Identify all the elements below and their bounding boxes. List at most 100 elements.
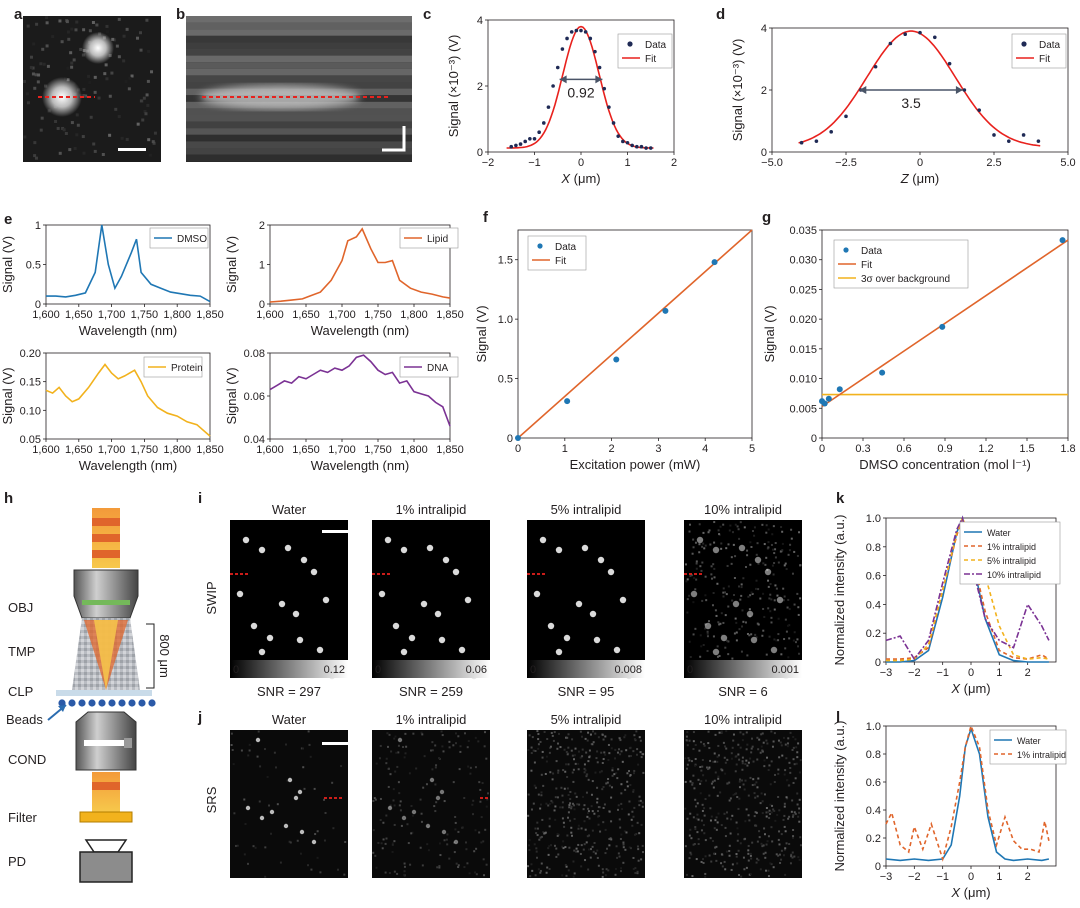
noise-pixel	[588, 756, 591, 759]
noise-pixel	[791, 851, 794, 854]
noise-pixel	[143, 110, 147, 114]
data-point	[903, 32, 907, 36]
y-tick-label: 0	[875, 657, 881, 669]
noise-pixel	[610, 786, 613, 789]
noise-pixel	[529, 875, 532, 878]
x-tick-label: 1,850	[436, 444, 464, 456]
noise-pixel	[588, 749, 591, 752]
noise-pixel	[45, 44, 49, 48]
noise-pixel	[583, 804, 586, 807]
noise-pixel	[768, 597, 771, 600]
noise-pixel	[700, 569, 703, 572]
colorbar	[372, 660, 490, 678]
noise-pixel	[570, 834, 573, 837]
data-point	[662, 307, 669, 314]
srs-column-title: 10% intralipid	[704, 712, 782, 727]
y-tick-label: 0.020	[789, 314, 817, 326]
noise-pixel	[728, 844, 731, 847]
noise-pixel	[592, 730, 595, 733]
noise-pixel	[736, 862, 739, 865]
noise-pixel	[442, 750, 445, 753]
noise-pixel	[622, 861, 625, 864]
panel-b-image	[186, 16, 412, 162]
noise-pixel	[713, 541, 716, 544]
noise-pixel	[642, 771, 645, 774]
y-tick-label: 0.030	[789, 255, 817, 267]
noise-pixel	[713, 576, 716, 579]
noise-pixel	[755, 579, 758, 582]
x-tick-label: 2	[671, 157, 677, 169]
noise-pixel	[792, 836, 795, 839]
bead-spot	[401, 815, 407, 821]
noise-pixel	[583, 763, 586, 766]
noise-pixel	[704, 855, 707, 858]
noise-pixel	[701, 803, 704, 806]
noise-pixel	[70, 65, 74, 69]
noise-pixel	[704, 798, 707, 801]
noise-pixel	[375, 866, 378, 869]
noise-pixel	[392, 799, 395, 802]
noise-pixel	[732, 593, 735, 596]
noise-pixel	[619, 739, 622, 742]
noise-pixel	[759, 802, 762, 805]
noise-pixel	[587, 760, 590, 763]
panel-letter-g: g	[762, 209, 771, 226]
noise-pixel	[727, 653, 730, 656]
noise-pixel	[694, 541, 697, 544]
noise-pixel	[763, 543, 766, 546]
bead-spot	[296, 636, 304, 644]
noise-pixel	[796, 554, 799, 557]
noise-pixel	[629, 783, 632, 786]
noise-pixel	[699, 565, 702, 568]
noise-pixel	[549, 771, 552, 774]
noise-pixel	[774, 542, 777, 545]
noise-pixel	[792, 814, 795, 817]
noise-pixel	[777, 795, 780, 798]
noise-pixel	[769, 783, 772, 786]
snr-label: SNR = 259	[399, 684, 463, 699]
noise-pixel	[62, 128, 66, 132]
noise-pixel	[573, 754, 576, 757]
plot-frame	[517, 229, 753, 439]
noise-pixel	[547, 853, 550, 856]
noise-pixel	[561, 794, 564, 797]
bead-spot	[293, 795, 299, 801]
scan-stripe	[186, 108, 412, 115]
x-tick-label: 1,700	[328, 444, 356, 456]
noise-pixel	[139, 48, 143, 52]
noise-pixel	[772, 808, 775, 811]
fwhm-arrowhead	[595, 75, 603, 84]
noise-pixel	[389, 773, 392, 776]
bead-spot	[236, 590, 244, 598]
noise-pixel	[792, 829, 795, 832]
noise-pixel	[622, 841, 625, 844]
data-point	[918, 30, 922, 35]
data-point	[939, 323, 946, 330]
bead-spot	[555, 546, 563, 554]
noise-pixel	[580, 844, 583, 847]
scale-bar	[322, 742, 348, 745]
noise-pixel	[474, 871, 477, 874]
noise-pixel	[760, 792, 763, 795]
colorbar-max: 0.06	[466, 664, 487, 676]
noise-pixel	[710, 565, 713, 568]
bead-spot	[311, 839, 317, 845]
noise-pixel	[762, 852, 765, 855]
noise-pixel	[746, 764, 749, 767]
noise-pixel	[742, 620, 745, 623]
noise-pixel	[783, 564, 786, 567]
noise-pixel	[797, 742, 800, 745]
noise-pixel	[415, 767, 418, 770]
noise-pixel	[452, 781, 455, 784]
noise-pixel	[76, 123, 80, 127]
srs-image	[372, 730, 490, 878]
noise-pixel	[565, 874, 568, 877]
noise-pixel	[763, 759, 766, 762]
noise-pixel	[780, 653, 783, 656]
noise-pixel	[623, 830, 626, 833]
scan-stripe	[186, 115, 412, 122]
noise-pixel	[547, 847, 550, 850]
noise-pixel	[457, 735, 460, 738]
noise-pixel	[608, 810, 611, 813]
data-point	[593, 49, 597, 54]
